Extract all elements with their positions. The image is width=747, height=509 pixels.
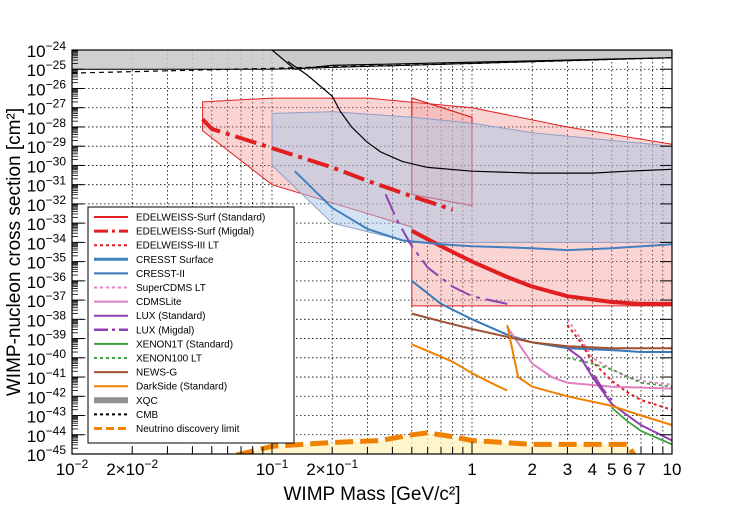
- x-tick-label: 4: [588, 460, 597, 479]
- series-darkside-standard-: [411, 343, 508, 392]
- legend-label: SuperCDMS LT: [136, 283, 206, 294]
- series-news-g: [411, 312, 672, 350]
- series-edelweiss-surf-migdal-: [201, 117, 454, 212]
- legend-label: CMB: [136, 410, 159, 421]
- legend-label: CDMSLite: [136, 297, 182, 308]
- x-tick-label: 5: [607, 460, 616, 479]
- series-lux-migdal-: [384, 193, 508, 305]
- legend-label: XQC: [136, 396, 158, 407]
- legend-label: CRESST-II: [136, 269, 185, 280]
- exclusion-regions: [72, 50, 672, 307]
- x-tick-label: 2×10−1: [306, 457, 358, 479]
- x-tick-label: 3: [563, 460, 572, 479]
- y-tick-label: 10−45: [27, 443, 67, 465]
- y-tick-label: 10−44: [27, 424, 67, 446]
- y-tick-label: 10−28: [27, 116, 67, 138]
- x-tick-label: 10−2: [56, 457, 89, 479]
- legend-label: LUX (Migdal): [136, 325, 194, 336]
- region-cresst-surface-region: [271, 111, 672, 243]
- x-tick-label: 2: [527, 460, 536, 479]
- y-tick-label: 10−37: [27, 289, 67, 311]
- y-tick-label: 10−25: [27, 58, 67, 80]
- y-tick-label: 10−33: [27, 212, 67, 234]
- legend-label: XENON100 LT: [136, 354, 202, 365]
- legend-label: DarkSide (Standard): [136, 382, 227, 393]
- series-xqc-boundary: [287, 61, 672, 174]
- y-tick-label: 10−43: [27, 405, 67, 427]
- y-tick-label: 10−32: [27, 193, 67, 215]
- legend-label: XENON1T (Standard): [136, 339, 233, 350]
- series-cmb: [72, 57, 672, 74]
- x-tick-label: 10: [663, 460, 682, 479]
- y-tick-label: 10−34: [27, 231, 67, 253]
- series-lux-standard-: [579, 357, 672, 442]
- legend-label: Neutrino discovery limit: [136, 424, 240, 435]
- y-tick-label: 10−42: [27, 385, 67, 407]
- y-tick-label: 10−38: [27, 308, 67, 330]
- y-tick-labels: 10−2410−2510−2610−2710−2810−2910−3010−31…: [27, 39, 67, 465]
- series-fill-neutrino-discovery-limit: [241, 432, 634, 454]
- y-tick-label: 10−30: [27, 154, 67, 176]
- y-tick-label: 10−39: [27, 328, 67, 350]
- x-tick-labels: 10−2 2×10−2 10−1 2×10−1 1 2 3 4 5 6 7 10: [56, 457, 682, 479]
- x-tick-label: 1: [467, 460, 476, 479]
- legend-label: EDELWEISS-Surf (Standard): [136, 213, 265, 224]
- legend-box: [87, 206, 295, 444]
- plot-frame: [71, 49, 673, 455]
- region-xqc-exclusion-cap: [271, 50, 672, 70]
- legend: EDELWEISS-Surf (Standard) EDELWEISS-Surf …: [87, 206, 295, 444]
- series-lux-migdal-upper: [566, 347, 613, 401]
- y-tick-label: 10−36: [27, 270, 67, 292]
- y-tick-label: 10−40: [27, 347, 67, 369]
- axis-ticks: [72, 49, 672, 455]
- x-tick-label: 2×10−2: [106, 457, 158, 479]
- legend-label: EDELWEISS-III LT: [136, 241, 219, 252]
- series-cdmslite: [506, 326, 672, 390]
- x-tick-label: 7: [636, 460, 645, 479]
- y-tick-label: 10−31: [27, 174, 67, 196]
- series-cresst-surface: [294, 170, 672, 252]
- y-tick-label: 10−26: [27, 77, 67, 99]
- y-tick-label: 10−27: [27, 97, 67, 119]
- y-axis-title: WIMP-nucleon cross section [cm²]: [4, 108, 25, 396]
- series-xenon1t-standard-: [611, 407, 672, 446]
- x-axis-title: WIMP Mass [GeV/c²]: [283, 484, 460, 505]
- y-tick-label: 10−35: [27, 251, 67, 273]
- legend-label: LUX (Standard): [136, 311, 205, 322]
- x-tick-label: 10−1: [256, 457, 289, 479]
- y-tick-label: 10−29: [27, 135, 67, 157]
- series-supercdms-lt: [566, 318, 672, 386]
- x-tick-label: 6: [623, 460, 632, 479]
- series-darkside-standard-upper: [506, 324, 672, 427]
- legend-label: CRESST Surface: [136, 255, 214, 266]
- legend-label: NEWS-G: [136, 368, 177, 379]
- y-tick-label: 10−41: [27, 366, 67, 388]
- y-tick-label: 10−24: [27, 39, 67, 61]
- legend-label: EDELWEISS-Surf (Migdal): [136, 227, 254, 238]
- series-edelweiss-surf-standard-: [410, 229, 672, 306]
